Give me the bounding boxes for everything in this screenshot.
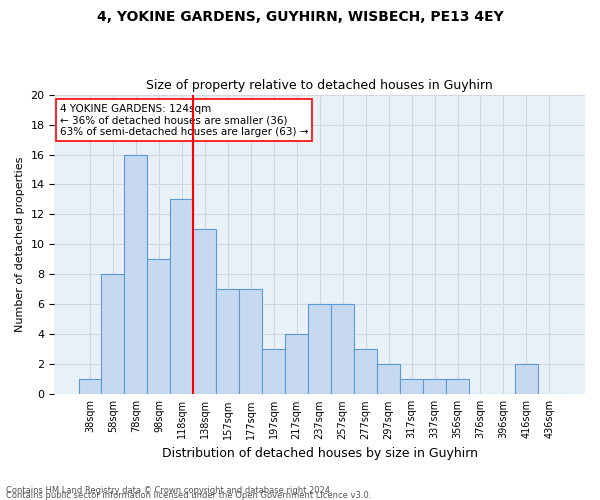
Bar (148, 260, 170, 394)
Bar (124, 154, 148, 394)
Bar (285, 334, 308, 394)
Text: Contains HM Land Registry data © Crown copyright and database right 2024.: Contains HM Land Registry data © Crown c… (6, 486, 332, 495)
Bar (101, 274, 124, 394)
Bar (331, 304, 354, 394)
Bar (193, 230, 217, 394)
Bar (79, 380, 101, 394)
Bar (515, 364, 538, 394)
Bar (377, 364, 400, 394)
Bar (423, 380, 446, 394)
Bar (262, 350, 285, 395)
Title: Size of property relative to detached houses in Guyhirn: Size of property relative to detached ho… (146, 79, 493, 92)
Text: 4, YOKINE GARDENS, GUYHIRN, WISBECH, PE13 4EY: 4, YOKINE GARDENS, GUYHIRN, WISBECH, PE1… (97, 10, 503, 24)
Bar (239, 290, 262, 395)
Bar (400, 380, 423, 394)
Bar (446, 380, 469, 394)
Bar (354, 350, 377, 395)
Bar (217, 290, 239, 395)
Bar (170, 200, 193, 394)
Bar (308, 304, 331, 394)
Y-axis label: Number of detached properties: Number of detached properties (15, 156, 25, 332)
X-axis label: Distribution of detached houses by size in Guyhirn: Distribution of detached houses by size … (162, 447, 478, 460)
Text: Contains public sector information licensed under the Open Government Licence v3: Contains public sector information licen… (6, 491, 371, 500)
Text: 4 YOKINE GARDENS: 124sqm
← 36% of detached houses are smaller (36)
63% of semi-d: 4 YOKINE GARDENS: 124sqm ← 36% of detach… (60, 104, 308, 136)
